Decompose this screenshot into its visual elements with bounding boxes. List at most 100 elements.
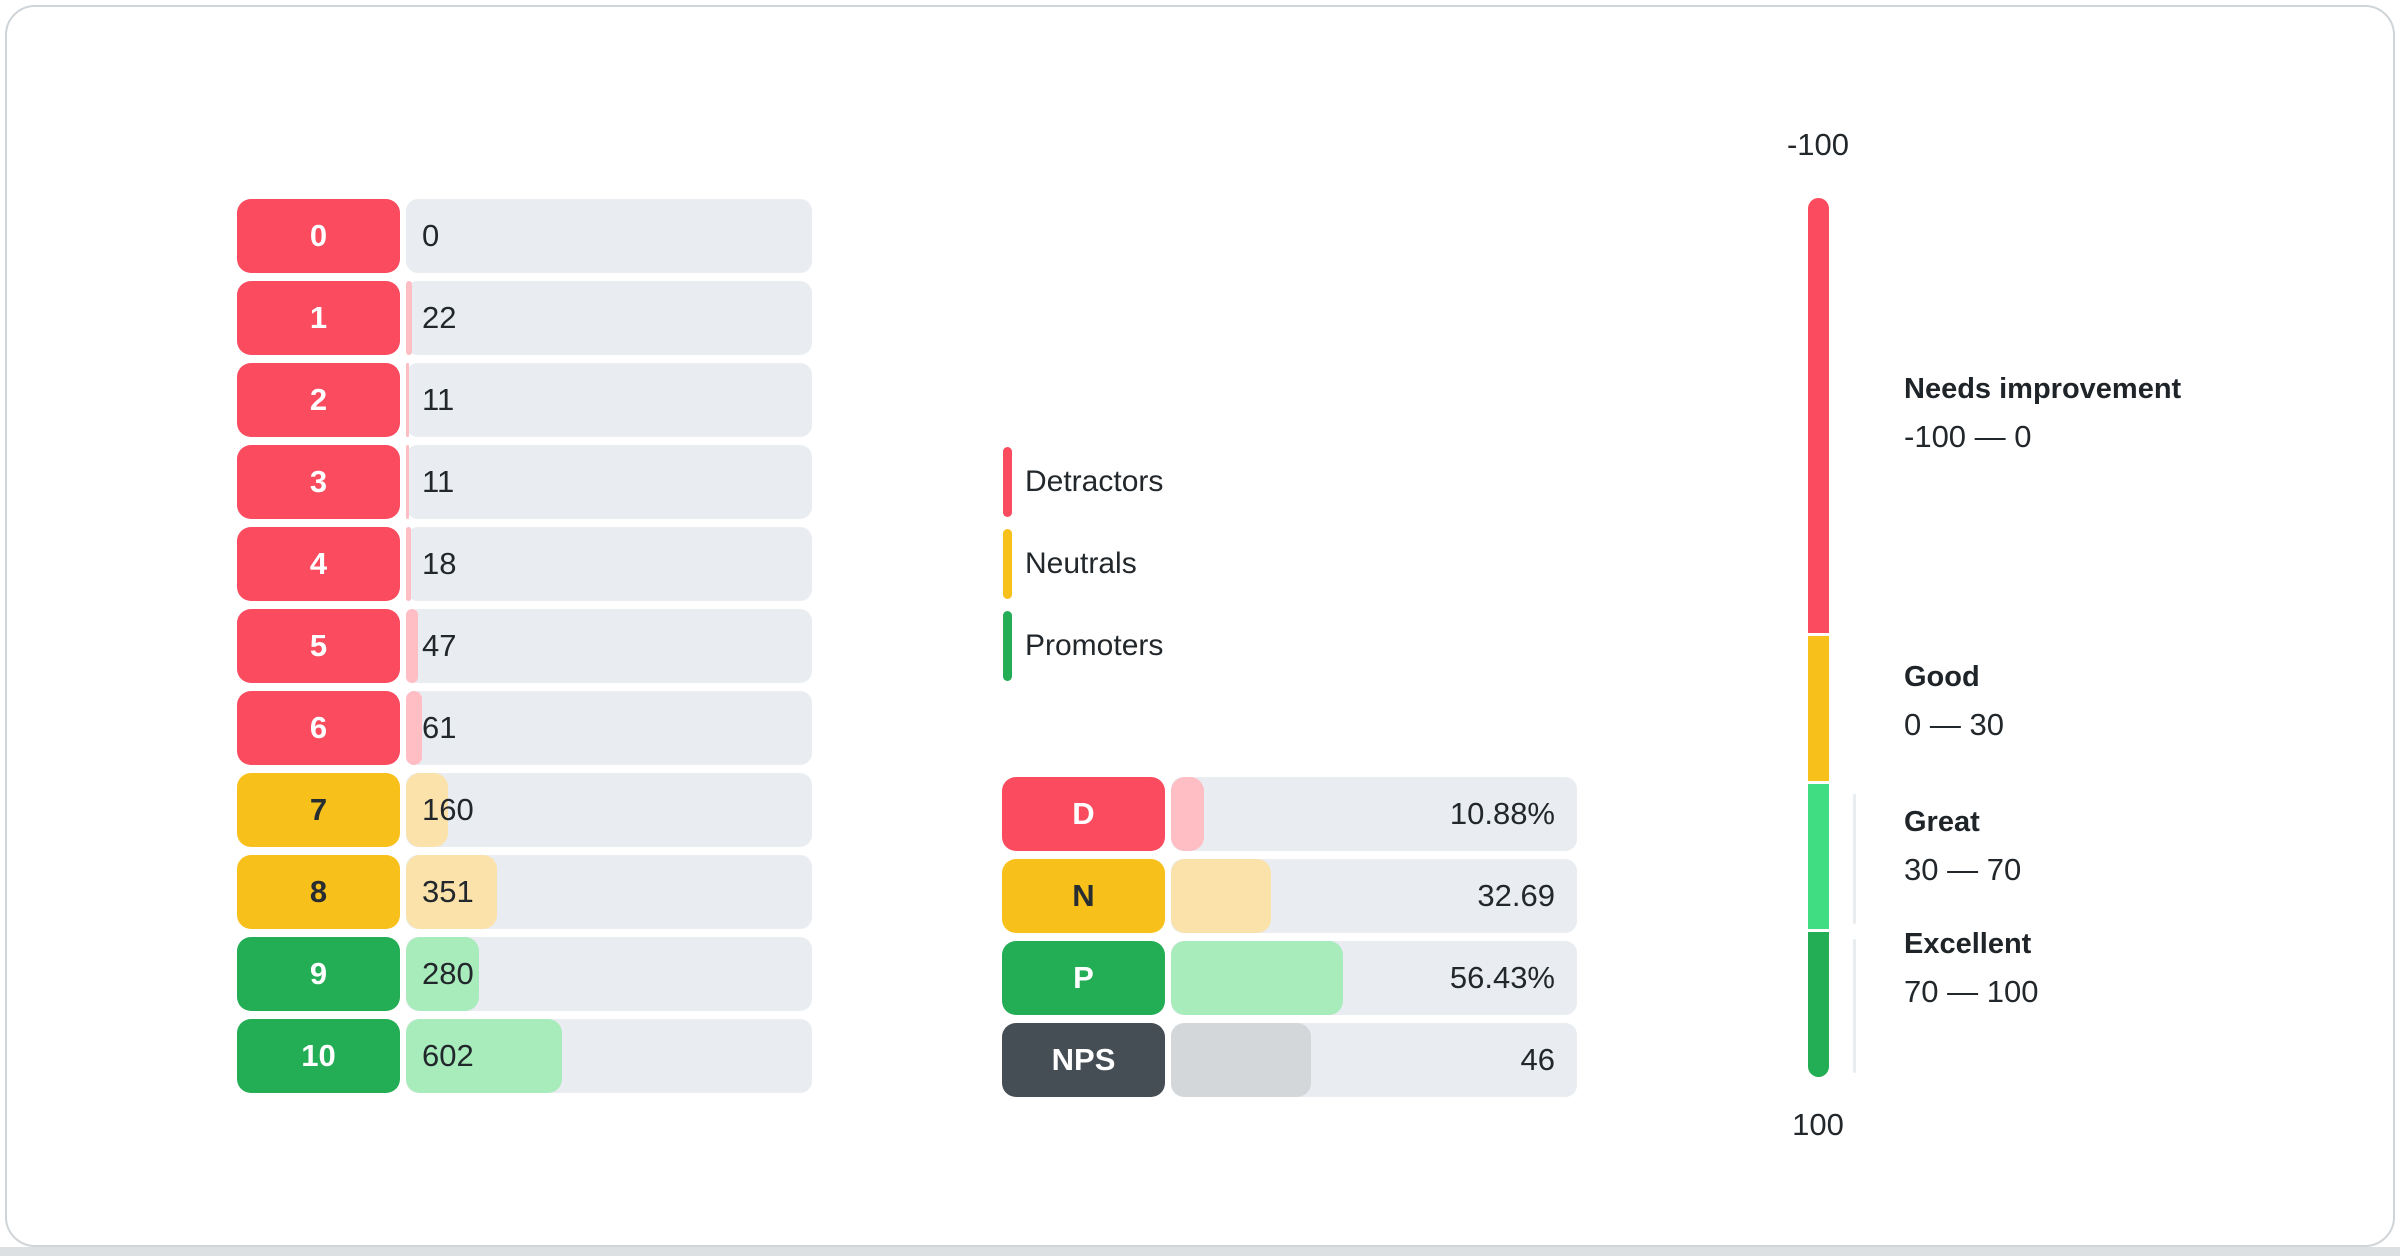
score-chip: 5 bbox=[237, 609, 400, 683]
bar-fill bbox=[406, 363, 409, 437]
score-chip: 3 bbox=[237, 445, 400, 519]
count-value: 11 bbox=[422, 464, 455, 499]
count-value: 0 bbox=[422, 218, 440, 253]
bar-track: 280 bbox=[406, 937, 812, 1011]
summary-row[interactable]: D 10.88% bbox=[1002, 777, 1577, 851]
summary-row[interactable]: N 32.69 bbox=[1002, 859, 1577, 933]
count-value: 11 bbox=[422, 382, 455, 417]
distribution-row[interactable]: 7 160 bbox=[237, 773, 812, 847]
legend-item[interactable]: Promoters bbox=[1003, 609, 1163, 683]
score-chip: 2 bbox=[237, 363, 400, 437]
bar-fill bbox=[1171, 859, 1271, 933]
zone-title: Needs improvement bbox=[1904, 373, 2182, 405]
bar-fill bbox=[1171, 777, 1205, 851]
legend-mark-icon bbox=[1003, 611, 1012, 681]
score-chip: 1 bbox=[237, 281, 400, 355]
summary-value: 10.88% bbox=[1449, 796, 1555, 831]
summary-row[interactable]: P 56.43% bbox=[1002, 941, 1577, 1015]
count-value: 160 bbox=[422, 792, 474, 827]
score-chip: 4 bbox=[237, 527, 400, 601]
bar-track: 32.69 bbox=[1171, 859, 1577, 933]
gauge-segment-amber bbox=[1808, 636, 1829, 781]
bar-fill bbox=[406, 773, 448, 847]
bar-track: 351 bbox=[406, 855, 812, 929]
count-value: 22 bbox=[422, 300, 457, 335]
distribution-row[interactable]: 4 18 bbox=[237, 527, 812, 601]
gauge-segment-mint bbox=[1808, 784, 1829, 929]
bar-fill bbox=[1171, 941, 1343, 1015]
distribution-row[interactable]: 10 602 bbox=[237, 1019, 812, 1093]
summary-chip: N bbox=[1002, 859, 1165, 933]
bar-fill bbox=[406, 855, 498, 929]
gauge-segment-red bbox=[1808, 198, 1829, 633]
nps-widget-card: 0 0 1 22 2 11 3 11 4 18 5 47 bbox=[5, 5, 2395, 1247]
distribution-row[interactable]: 5 47 bbox=[237, 609, 812, 683]
bar-fill bbox=[1171, 1023, 1312, 1097]
count-value: 18 bbox=[422, 546, 457, 581]
distribution-row[interactable]: 6 61 bbox=[237, 691, 812, 765]
gauge-bar bbox=[1808, 198, 1829, 1077]
legend-item[interactable]: Detractors bbox=[1003, 445, 1163, 519]
gauge-top-label: -100 bbox=[1786, 127, 1850, 162]
distribution-row[interactable]: 8 351 bbox=[237, 855, 812, 929]
count-value: 61 bbox=[422, 710, 457, 745]
bar-track: 160 bbox=[406, 773, 812, 847]
gauge-segment-green bbox=[1808, 932, 1829, 1077]
gauge-zone-label: Good 0 — 30 bbox=[1904, 653, 2004, 749]
bar-track: 61 bbox=[406, 691, 812, 765]
gauge-zone-label: Great 30 — 70 bbox=[1904, 798, 2021, 894]
legend-item[interactable]: Neutrals bbox=[1003, 527, 1163, 601]
zone-range: -100 — 0 bbox=[1904, 419, 2032, 454]
nps-summary-chart: D 10.88% N 32.69 P 56.43% NPS 46 bbox=[1002, 777, 1577, 1105]
bar-track: 18 bbox=[406, 527, 812, 601]
zone-range: 30 — 70 bbox=[1904, 852, 2022, 887]
legend-label: Neutrals bbox=[1025, 547, 1137, 580]
distribution-row[interactable]: 0 0 bbox=[237, 199, 812, 273]
distribution-row[interactable]: 9 280 bbox=[237, 937, 812, 1011]
bar-fill bbox=[406, 445, 409, 519]
score-chip: 8 bbox=[237, 855, 400, 929]
bar-track: 22 bbox=[406, 281, 812, 355]
legend-mark-icon bbox=[1003, 447, 1012, 517]
score-chip: 7 bbox=[237, 773, 400, 847]
score-chip: 6 bbox=[237, 691, 400, 765]
gauge-zone-label: Excellent 70 — 100 bbox=[1904, 920, 2038, 1016]
distribution-row[interactable]: 2 11 bbox=[237, 363, 812, 437]
bar-track: 602 bbox=[406, 1019, 812, 1093]
bar-fill bbox=[406, 281, 412, 355]
bar-fill bbox=[406, 609, 419, 683]
zone-title: Great bbox=[1904, 806, 1980, 838]
gauge-zone-label: Needs improvement -100 — 0 bbox=[1904, 365, 2181, 461]
bar-fill bbox=[406, 527, 411, 601]
bar-track: 10.88% bbox=[1171, 777, 1577, 851]
count-value: 602 bbox=[422, 1038, 474, 1073]
distribution-row[interactable]: 3 11 bbox=[237, 445, 812, 519]
bar-fill bbox=[406, 937, 479, 1011]
bar-track: 11 bbox=[406, 363, 812, 437]
summary-value: 32.69 bbox=[1477, 878, 1555, 913]
score-chip: 10 bbox=[237, 1019, 400, 1093]
bar-track: 46 bbox=[1171, 1023, 1577, 1097]
summary-value: 56.43% bbox=[1449, 960, 1555, 995]
summary-row[interactable]: NPS 46 bbox=[1002, 1023, 1577, 1097]
score-distribution-chart: 0 0 1 22 2 11 3 11 4 18 5 47 bbox=[237, 199, 812, 1101]
gauge-divider-segment bbox=[1853, 794, 1856, 924]
bar-track: 56.43% bbox=[1171, 941, 1577, 1015]
legend-label: Promoters bbox=[1025, 629, 1164, 662]
bar-track: 47 bbox=[406, 609, 812, 683]
count-value: 47 bbox=[422, 628, 457, 663]
legend-mark-icon bbox=[1003, 529, 1012, 599]
page-bottom-strip bbox=[0, 1247, 2400, 1256]
distribution-row[interactable]: 1 22 bbox=[237, 281, 812, 355]
zone-range: 70 — 100 bbox=[1904, 974, 2039, 1009]
legend: Detractors Neutrals Promoters bbox=[1003, 445, 1163, 691]
summary-value: 46 bbox=[1520, 1042, 1555, 1077]
summary-chip: NPS bbox=[1002, 1023, 1165, 1097]
gauge-divider-segment bbox=[1853, 939, 1856, 1073]
count-value: 351 bbox=[422, 874, 474, 909]
zone-range: 0 — 30 bbox=[1904, 707, 2004, 742]
legend-label: Detractors bbox=[1025, 465, 1164, 498]
count-value: 280 bbox=[422, 956, 474, 991]
summary-chip: D bbox=[1002, 777, 1165, 851]
zone-title: Good bbox=[1904, 661, 1980, 693]
